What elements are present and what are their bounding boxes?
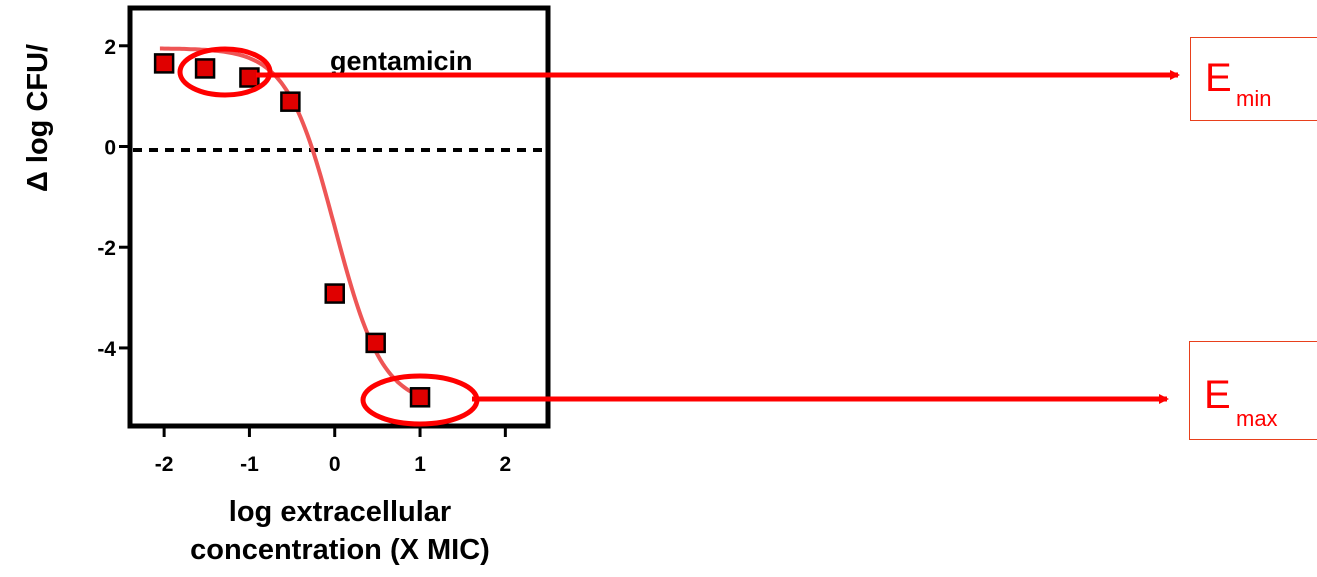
- x-axis-label-line1: log extracellular: [229, 496, 451, 528]
- data-point-7: [409, 387, 431, 408]
- emin-ellipse: [177, 46, 273, 98]
- emin-subscript: min: [1236, 86, 1272, 111]
- data-point-2: [194, 58, 216, 79]
- data-point-4: [280, 91, 301, 112]
- emin-box: E min: [1190, 37, 1317, 121]
- ticks-group: -2 -1 0 1 2 2 0 -2 -4: [97, 36, 511, 476]
- data-point-5: [324, 283, 345, 304]
- highlight-group: [177, 46, 1180, 427]
- data-points-group: [153, 53, 431, 408]
- y-axis-label: Δ log CFU/: [22, 44, 54, 192]
- plot-frame: [127, 5, 551, 429]
- emax-subscript: max: [1236, 406, 1278, 431]
- data-point-3: [239, 67, 260, 88]
- y-tick-label-1: 2: [104, 36, 116, 59]
- x-axis-label-line2: concentration (X MIC): [190, 534, 490, 566]
- y-tick-label-3: -2: [97, 237, 116, 260]
- x-tick-label-4: 1: [414, 453, 426, 476]
- data-point-1: [153, 53, 175, 74]
- y-tick-label-2: 0: [104, 136, 116, 159]
- x-tick-label-3: 0: [329, 453, 341, 476]
- data-point-6: [365, 332, 386, 354]
- x-tick-label-1: -2: [155, 453, 174, 476]
- y-tick-label-4: -4: [97, 338, 116, 361]
- emax-box: E max: [1189, 341, 1317, 440]
- x-tick-label-5: 2: [500, 453, 512, 476]
- emin-symbol: E: [1205, 56, 1232, 100]
- x-tick-label-2: -1: [240, 453, 259, 476]
- emax-symbol: E: [1204, 373, 1231, 417]
- drug-annotation: gentamicin: [330, 46, 473, 76]
- plot-area: [127, 5, 551, 429]
